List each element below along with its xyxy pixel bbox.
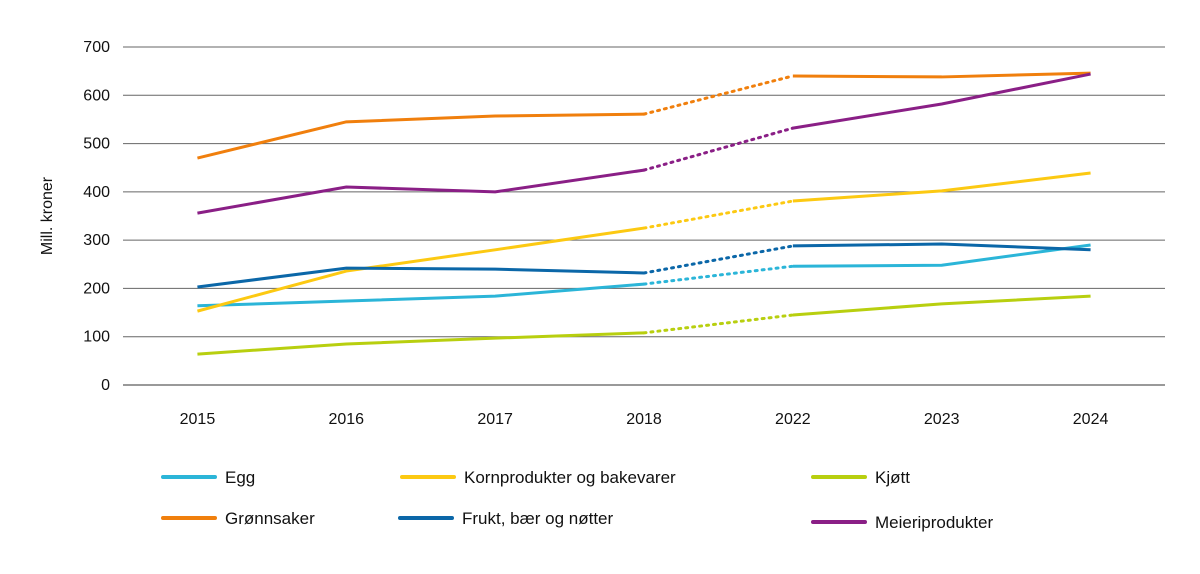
y-tick-label: 0 [101,377,110,394]
legend-label: Kjøtt [875,468,910,487]
series-line-dotted [642,264,795,286]
series-line-dotted [642,126,795,172]
series-line-solid [197,282,645,308]
x-tick-label: 2015 [180,411,216,428]
legend-label: Meieriprodukter [875,513,993,532]
y-tick-label: 100 [83,329,110,346]
series-line-solid [792,72,1091,130]
series-line-dotted [642,313,795,335]
series-line-solid [197,168,645,215]
series-line-dotted [642,199,795,230]
y-axis-label: Mill. kroner [39,176,56,255]
series-line-solid [792,71,1091,79]
x-tick-label: 2017 [477,411,513,428]
legend-label: Kornprodukter og bakevarer [464,468,676,487]
legend-label: Egg [225,468,255,487]
series-line-solid [792,242,1091,252]
x-tick-label: 2018 [626,411,662,428]
y-tick-label: 700 [83,39,110,56]
series-line-solid [197,331,645,356]
series-line-solid [792,243,1091,268]
series-line-solid [197,226,645,313]
series-line-dotted [642,244,795,275]
series-line-solid [197,112,645,160]
legend-label: Grønnsaker [225,509,315,528]
x-tick-label: 2016 [328,411,364,428]
y-tick-label: 500 [83,136,110,153]
y-tick-label: 400 [83,184,110,201]
x-tick-label: 2022 [775,411,811,428]
legend-label: Frukt, bær og nøtter [462,509,613,528]
series-line-solid [197,266,645,289]
x-tick-label: 2023 [924,411,960,428]
y-tick-label: 200 [83,280,110,297]
series-line-dotted [642,74,795,116]
series-line-solid [792,171,1091,203]
y-tick-label: 600 [83,87,110,104]
y-tick-label: 300 [83,232,110,249]
x-tick-label: 2024 [1073,411,1109,428]
series-line-solid [792,294,1091,317]
